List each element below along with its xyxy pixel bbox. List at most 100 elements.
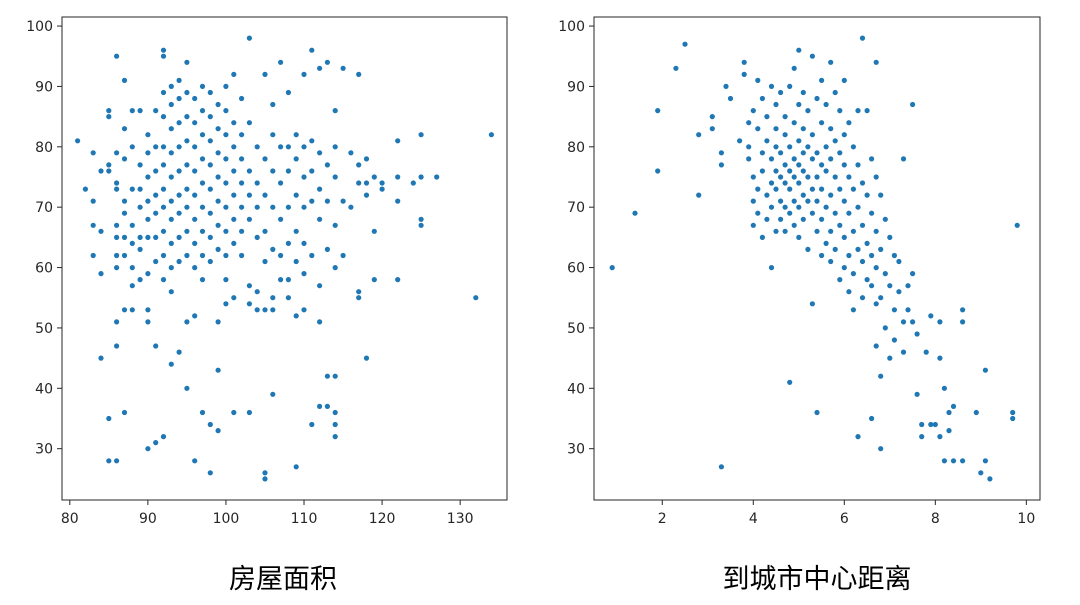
scatter-point	[878, 373, 884, 379]
scatter-point	[846, 120, 852, 126]
scatter-point	[231, 295, 237, 301]
scatter-point	[814, 228, 820, 234]
scatter-point	[755, 210, 761, 216]
scatter-point	[293, 156, 299, 162]
scatter-point	[1010, 409, 1016, 416]
scatter-point	[285, 240, 291, 246]
scatter-point	[301, 271, 307, 277]
x-tick-label: 6	[840, 511, 849, 527]
scatter-point	[800, 126, 806, 132]
scatter-point	[278, 59, 284, 65]
scatter-point	[223, 108, 229, 114]
scatter-point	[153, 168, 159, 174]
scatter-point	[215, 367, 221, 373]
scatter-point	[696, 132, 702, 138]
scatter-point	[759, 168, 766, 174]
scatter-point	[787, 210, 793, 216]
scatter-point	[841, 265, 847, 271]
scatter-point	[768, 83, 775, 89]
scatter-point	[873, 301, 879, 307]
scatter-point	[309, 198, 315, 204]
scatter-point	[324, 403, 330, 409]
scatter-point	[823, 144, 829, 150]
scatter-point	[176, 95, 182, 102]
scatter-point	[254, 307, 260, 313]
scatter-point	[823, 240, 829, 246]
scatter-point	[850, 307, 857, 313]
scatter-point	[215, 246, 221, 252]
scatter-point	[418, 174, 424, 180]
scatter-point	[905, 283, 911, 289]
scatter-point	[768, 265, 775, 271]
scatter-point	[160, 89, 167, 96]
scatter-point	[114, 252, 120, 259]
scatter-point	[246, 283, 252, 289]
scatter-point	[121, 126, 128, 132]
scatter-point	[864, 240, 870, 246]
scatter-point	[709, 126, 715, 132]
scatter-point	[363, 192, 370, 198]
scatter-point	[363, 355, 370, 361]
scatter-point	[129, 222, 135, 228]
scatter-point	[855, 246, 861, 252]
scatter-point	[819, 77, 825, 83]
scatter-point	[239, 95, 245, 102]
y-tick-label: 40	[567, 381, 585, 397]
scatter-point	[332, 222, 338, 228]
scatter-point	[914, 391, 920, 397]
scatter-point	[800, 89, 806, 96]
scatter-point	[332, 373, 338, 379]
scatter-point	[184, 252, 190, 259]
scatter-point	[278, 252, 284, 259]
scatter-point	[293, 313, 299, 319]
scatter-point	[231, 144, 237, 150]
scatter-point	[199, 228, 206, 234]
scatter-point	[145, 198, 151, 204]
scatter-point	[832, 210, 838, 216]
y-tick-label: 30	[35, 442, 53, 458]
scatter-point	[207, 470, 213, 476]
scatter-point	[371, 228, 377, 234]
scatter-point	[723, 83, 729, 89]
scatter-point	[184, 228, 190, 234]
scatter-point	[768, 156, 775, 162]
scatter-point	[746, 120, 752, 126]
scatter-point	[317, 216, 323, 222]
scatter-point	[278, 277, 284, 283]
scatter-point	[137, 246, 143, 252]
scatter-point	[270, 204, 276, 210]
scatter-point	[741, 59, 747, 65]
scatter-point	[809, 132, 816, 138]
scatter-point	[682, 41, 688, 47]
scatter-point	[755, 126, 761, 132]
scatter-point	[192, 216, 198, 222]
scatter-point	[145, 150, 151, 156]
scatter-point	[778, 198, 784, 204]
x-tick-label: 120	[369, 511, 396, 527]
scatter-point	[317, 150, 323, 156]
scatter-point	[153, 144, 159, 150]
scatter-point	[950, 403, 957, 409]
scatter-point	[764, 114, 770, 120]
scatter-point	[223, 132, 229, 138]
scatter-point	[168, 198, 174, 204]
x-tick-label: 130	[447, 511, 474, 527]
scatter-point	[246, 301, 252, 307]
scatter-point	[106, 108, 112, 114]
x-tick-label: 110	[291, 511, 318, 527]
scatter-point	[759, 234, 766, 240]
scatter-point	[473, 295, 479, 301]
scatter-point	[207, 234, 213, 240]
scatter-point	[301, 307, 307, 313]
y-tick-label: 100	[26, 19, 53, 35]
scatter-point	[207, 89, 213, 96]
scatter-point	[270, 168, 276, 174]
scatter-point	[239, 252, 245, 259]
scatter-point	[262, 258, 268, 265]
scatter-point	[192, 120, 198, 126]
scatter-point	[805, 144, 811, 150]
scatter-point	[878, 446, 884, 452]
scatter-point	[395, 174, 401, 180]
scatter-point	[168, 361, 174, 367]
scatter-point	[153, 210, 159, 216]
